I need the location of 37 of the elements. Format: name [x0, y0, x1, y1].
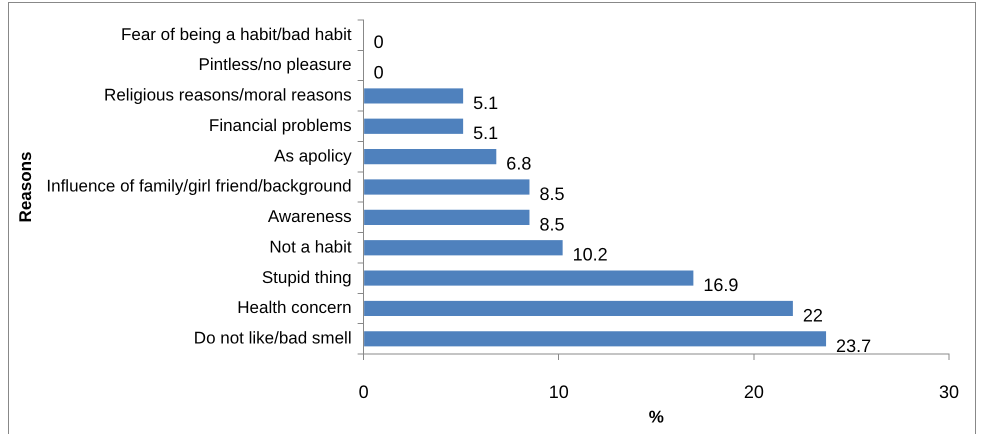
bar	[364, 331, 826, 346]
x-axis-title: %	[648, 407, 664, 426]
data-label: 0	[374, 62, 384, 83]
bar	[364, 179, 530, 195]
bar	[364, 270, 694, 286]
y-tick-label: Do not like/bad smell	[194, 328, 352, 348]
bar	[364, 88, 464, 104]
y-tick-label: Financial problems	[208, 116, 352, 135]
bar	[364, 149, 496, 164]
y-tick-label: Awareness	[268, 207, 352, 226]
data-label: 16.9	[703, 275, 738, 296]
data-label: 5.1	[473, 92, 498, 113]
y-tick-label: As apolicy	[274, 146, 352, 166]
y-tick-label: Health concern	[237, 298, 352, 318]
bar	[364, 300, 793, 316]
y-tick-label: Religious reasons/moral reasons	[104, 86, 352, 105]
bar	[364, 118, 464, 134]
bar	[364, 210, 530, 225]
x-tick-label: 30	[938, 382, 960, 402]
x-tick-label: 20	[744, 382, 764, 402]
y-axis-title: Reasons	[16, 152, 35, 222]
data-label: 8.5	[539, 214, 565, 234]
data-label: 0	[374, 32, 384, 52]
bar	[364, 240, 563, 256]
y-tick-label: Not a habit	[269, 237, 352, 256]
y-tick-label: Fear of being a habit/bad habit	[120, 24, 352, 44]
data-label: 5.1	[473, 123, 498, 144]
data-label: 22	[802, 305, 823, 326]
y-tick-label: Influence of family/girl friend/background	[46, 176, 352, 196]
data-label: 23.7	[836, 336, 872, 356]
y-tick-label: Stupid thing	[262, 268, 352, 287]
x-tick-label: 10	[548, 382, 569, 402]
data-label: 6.8	[506, 154, 532, 174]
data-label: 10.2	[572, 244, 608, 265]
x-tick-label: 0	[358, 382, 369, 402]
data-label: 8.5	[539, 184, 565, 204]
y-tick-label: Pintless/no pleasure	[198, 55, 352, 74]
